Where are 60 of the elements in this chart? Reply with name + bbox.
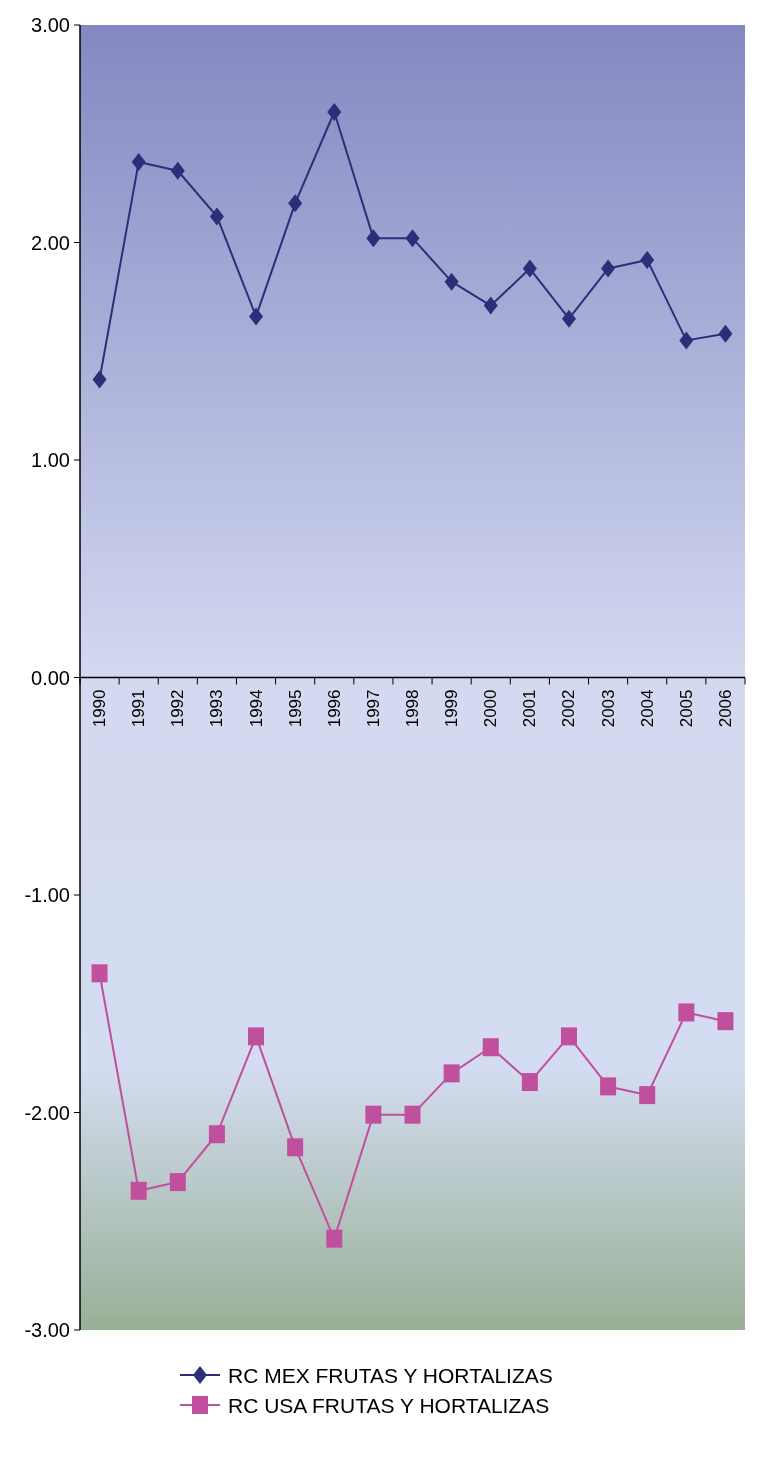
point: [639, 1086, 656, 1105]
y-tick-label: -2.00: [24, 1101, 70, 1124]
point: [405, 229, 420, 248]
x-tick-label: 1992: [168, 689, 188, 728]
y-tick-label: 2.00: [31, 231, 70, 254]
x-tick-label: 1999: [442, 689, 462, 728]
point: [521, 1073, 538, 1092]
point: [288, 194, 303, 213]
point: [522, 259, 537, 278]
point: [326, 1229, 343, 1248]
point: [248, 1027, 265, 1046]
point: [443, 1064, 460, 1083]
x-tick-label: 2006: [715, 689, 735, 728]
x-tick-label: 2005: [676, 689, 696, 728]
point: [92, 370, 107, 389]
point: [365, 1105, 382, 1124]
point: [327, 103, 342, 121]
point: [287, 1138, 304, 1157]
x-tick-label: 2002: [559, 689, 579, 728]
point: [640, 250, 655, 269]
x-tick-label: 1996: [324, 689, 344, 728]
point: [404, 1105, 421, 1124]
point: [170, 161, 185, 180]
point: [444, 272, 459, 291]
x-tick-label: 2000: [481, 689, 501, 728]
point: [130, 1181, 147, 1200]
x-tick-label: 2004: [637, 689, 657, 728]
point: [601, 259, 616, 278]
point: [679, 331, 694, 350]
legend-label: RC USA FRUTAS Y HORTALIZAS: [228, 1393, 550, 1417]
point: [249, 307, 264, 326]
x-tick-label: 1994: [246, 689, 266, 728]
point: [366, 229, 381, 248]
point: [169, 1173, 186, 1192]
point: [131, 153, 146, 172]
point: [91, 964, 108, 983]
y-tick-label: -1.00: [24, 884, 70, 906]
x-tick-label: 2001: [520, 689, 540, 728]
y-tick-label: 3.00: [31, 14, 70, 36]
x-tick-label: 1995: [285, 689, 305, 728]
x-tick-label: 1993: [207, 689, 227, 728]
point: [717, 1012, 734, 1031]
point: [482, 1038, 499, 1057]
x-tick-label: 1991: [129, 689, 149, 728]
point: [600, 1077, 617, 1096]
point: [678, 1003, 695, 1022]
point: [560, 1027, 577, 1046]
x-tick-label: 1990: [90, 689, 110, 728]
y-tick-label: -3.00: [24, 1319, 70, 1341]
x-tick-label: 2003: [598, 689, 618, 728]
point: [718, 324, 733, 343]
legend-label: RC MEX FRUTAS Y HORTALIZAS: [228, 1363, 553, 1387]
y-tick-label: 1.00: [31, 449, 70, 471]
x-tick-label: 1997: [363, 689, 383, 728]
y-tick-label: 0.00: [31, 666, 70, 689]
point: [209, 207, 224, 226]
point: [208, 1125, 225, 1144]
point: [483, 296, 498, 315]
x-tick-label: 1998: [403, 689, 422, 728]
point: [561, 309, 576, 328]
